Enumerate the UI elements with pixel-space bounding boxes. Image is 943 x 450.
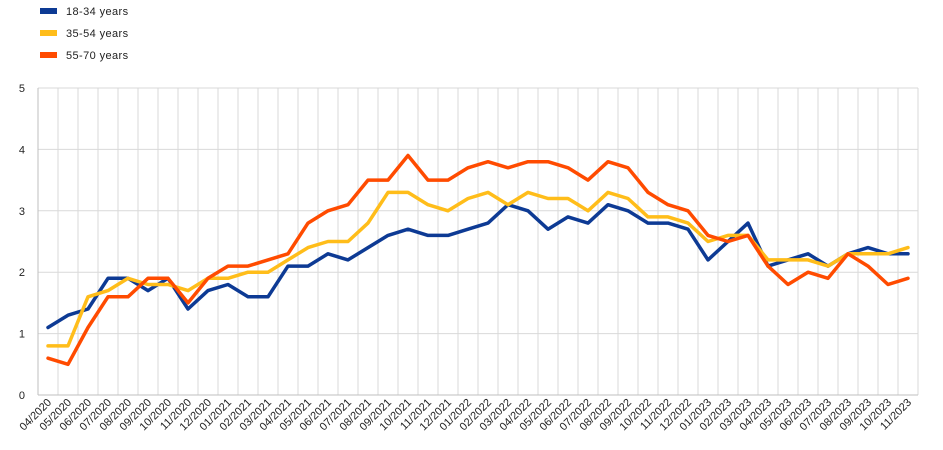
legend-label: 18-34 years bbox=[66, 6, 129, 18]
y-axis-ticks: 0 1 2 3 4 5 bbox=[19, 83, 25, 402]
y-tick-label: 3 bbox=[19, 206, 25, 218]
series-line bbox=[46, 153, 910, 367]
y-tick-label: 1 bbox=[19, 329, 25, 341]
x-axis-ticks: 04/202005/202006/202007/202008/202009/20… bbox=[18, 397, 915, 434]
y-tick-label: 4 bbox=[19, 144, 25, 156]
grid bbox=[37, 87, 919, 396]
axes bbox=[37, 88, 918, 396]
legend-swatch bbox=[40, 30, 57, 36]
series-lines bbox=[46, 153, 910, 367]
y-tick-label: 5 bbox=[19, 83, 25, 95]
series-line bbox=[46, 190, 910, 348]
legend-label: 35-54 years bbox=[66, 28, 129, 40]
legend: 18-34 years 35-54 years 55-70 years bbox=[40, 6, 129, 62]
legend-swatch bbox=[40, 52, 57, 58]
legend-swatch bbox=[40, 8, 57, 14]
legend-label: 55-70 years bbox=[66, 50, 129, 62]
y-tick-label: 0 bbox=[19, 390, 25, 402]
y-tick-label: 2 bbox=[19, 267, 25, 279]
